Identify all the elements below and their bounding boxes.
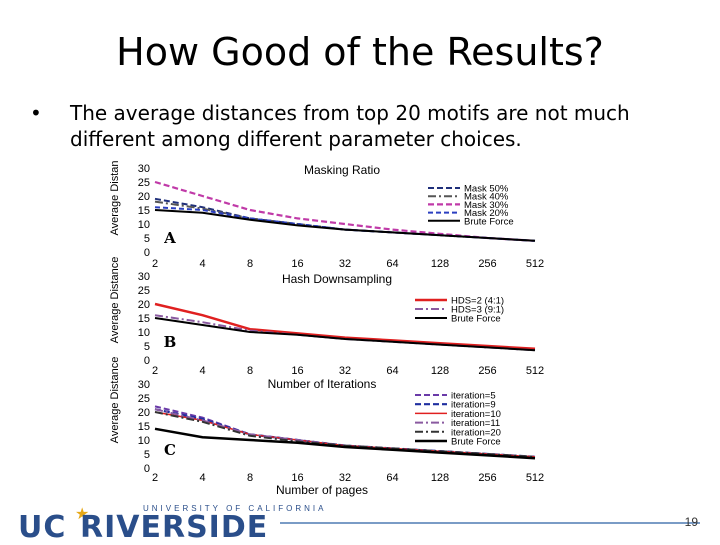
x-tick-label: 4 xyxy=(199,258,205,270)
logo-uc-text: UC xyxy=(18,510,67,545)
x-tick-label: 2 xyxy=(152,472,158,484)
y-tick-label: 30 xyxy=(138,271,150,283)
chart-title: Number of Iterations xyxy=(268,377,377,391)
y-tick-label: 25 xyxy=(138,285,150,297)
legend-label: Brute Force xyxy=(451,437,501,448)
x-tick-label: 256 xyxy=(478,365,496,377)
logo-subtitle: UNIVERSITY OF CALIFORNIA xyxy=(143,504,327,513)
series-line xyxy=(154,180,536,242)
y-axis-label: Average Distance xyxy=(109,257,121,344)
x-tick-label: 128 xyxy=(431,258,449,270)
panel-label: B xyxy=(164,333,177,351)
x-tick-label: 16 xyxy=(291,472,303,484)
legend-label: iteration=10 xyxy=(451,409,501,420)
x-tick-label: 64 xyxy=(386,258,398,270)
y-tick-label: 30 xyxy=(138,379,150,391)
x-tick-label: 4 xyxy=(199,365,205,377)
x-tick-label: 256 xyxy=(478,472,496,484)
y-tick-label: 20 xyxy=(138,299,150,311)
y-tick-label: 30 xyxy=(138,163,150,175)
y-tick-label: 5 xyxy=(144,341,150,353)
x-tick-label: 32 xyxy=(339,472,351,484)
y-tick-label: 15 xyxy=(138,313,150,325)
x-tick-label: 32 xyxy=(339,258,351,270)
legend-label: Mask 20% xyxy=(464,208,509,219)
footer-divider xyxy=(280,522,700,524)
legend-label: Mask 40% xyxy=(464,192,509,203)
bullet-text: The average distances from top 20 motifs… xyxy=(70,101,630,151)
legend-label: HDS=3 (9:1) xyxy=(451,305,504,316)
legend-label: Mask 30% xyxy=(464,200,509,211)
y-tick-label: 10 xyxy=(138,219,150,231)
legend-label: iteration=5 xyxy=(451,391,496,402)
x-tick-label: 8 xyxy=(247,472,253,484)
x-tick-label: 64 xyxy=(386,365,398,377)
y-tick-label: 10 xyxy=(138,327,150,339)
y-tick-label: 5 xyxy=(144,449,150,461)
x-tick-label: 128 xyxy=(431,365,449,377)
y-axis-label: Average Distance xyxy=(109,357,121,444)
x-tick-label: 512 xyxy=(526,258,544,270)
x-tick-label: 16 xyxy=(291,258,303,270)
legend-label: iteration=11 xyxy=(451,418,500,429)
x-tick-label: 4 xyxy=(199,472,205,484)
series-line xyxy=(154,427,536,460)
y-tick-label: 10 xyxy=(138,435,150,447)
bullet-dot-icon: • xyxy=(30,101,42,125)
x-tick-label: 2 xyxy=(152,365,158,377)
x-tick-label: 128 xyxy=(431,472,449,484)
y-tick-label: 0 xyxy=(144,247,150,259)
series-line xyxy=(154,411,536,458)
legend-label: iteration=9 xyxy=(451,400,496,411)
x-tick-label: 512 xyxy=(526,365,544,377)
panel-label: A xyxy=(163,229,176,247)
series-line xyxy=(154,302,536,351)
x-tick-label: 16 xyxy=(291,365,303,377)
panel-label: C xyxy=(164,441,176,459)
legend-label: Brute Force xyxy=(451,314,501,325)
y-tick-label: 0 xyxy=(144,463,150,475)
x-axis-label: Number of pages xyxy=(276,483,368,497)
y-tick-label: 5 xyxy=(144,233,150,245)
y-axis-label: Average Distan xyxy=(109,160,121,235)
y-tick-label: 0 xyxy=(144,355,150,367)
series-line xyxy=(154,209,536,242)
legend-label: iteration=20 xyxy=(451,427,501,438)
y-tick-label: 25 xyxy=(138,177,150,189)
y-tick-label: 20 xyxy=(138,191,150,203)
legend-label: Brute Force xyxy=(464,216,514,227)
x-tick-label: 64 xyxy=(386,472,398,484)
x-tick-label: 8 xyxy=(247,258,253,270)
y-tick-label: 20 xyxy=(138,407,150,419)
chart-title: Hash Downsampling xyxy=(282,272,392,286)
series-line xyxy=(154,317,536,352)
x-tick-label: 32 xyxy=(339,365,351,377)
x-tick-label: 8 xyxy=(247,365,253,377)
x-tick-label: 512 xyxy=(526,472,544,484)
x-tick-label: 2 xyxy=(152,258,158,270)
legend-label: HDS=2 (4:1) xyxy=(451,296,504,307)
x-tick-label: 256 xyxy=(478,258,496,270)
page-number: 19 xyxy=(684,515,698,529)
bullet-point: • The average distances from top 20 moti… xyxy=(30,100,670,152)
y-tick-label: 25 xyxy=(138,393,150,405)
logo-star-icon: ★ xyxy=(75,506,90,523)
y-tick-label: 15 xyxy=(138,205,150,217)
series-line xyxy=(154,314,536,352)
y-tick-label: 15 xyxy=(138,421,150,433)
logo-riverside-text: RIVERSIDE xyxy=(80,510,269,545)
slide-title: How Good of the Results? xyxy=(116,30,604,74)
legend-label: Mask 50% xyxy=(464,184,509,195)
chart-title: Masking Ratio xyxy=(304,163,380,177)
